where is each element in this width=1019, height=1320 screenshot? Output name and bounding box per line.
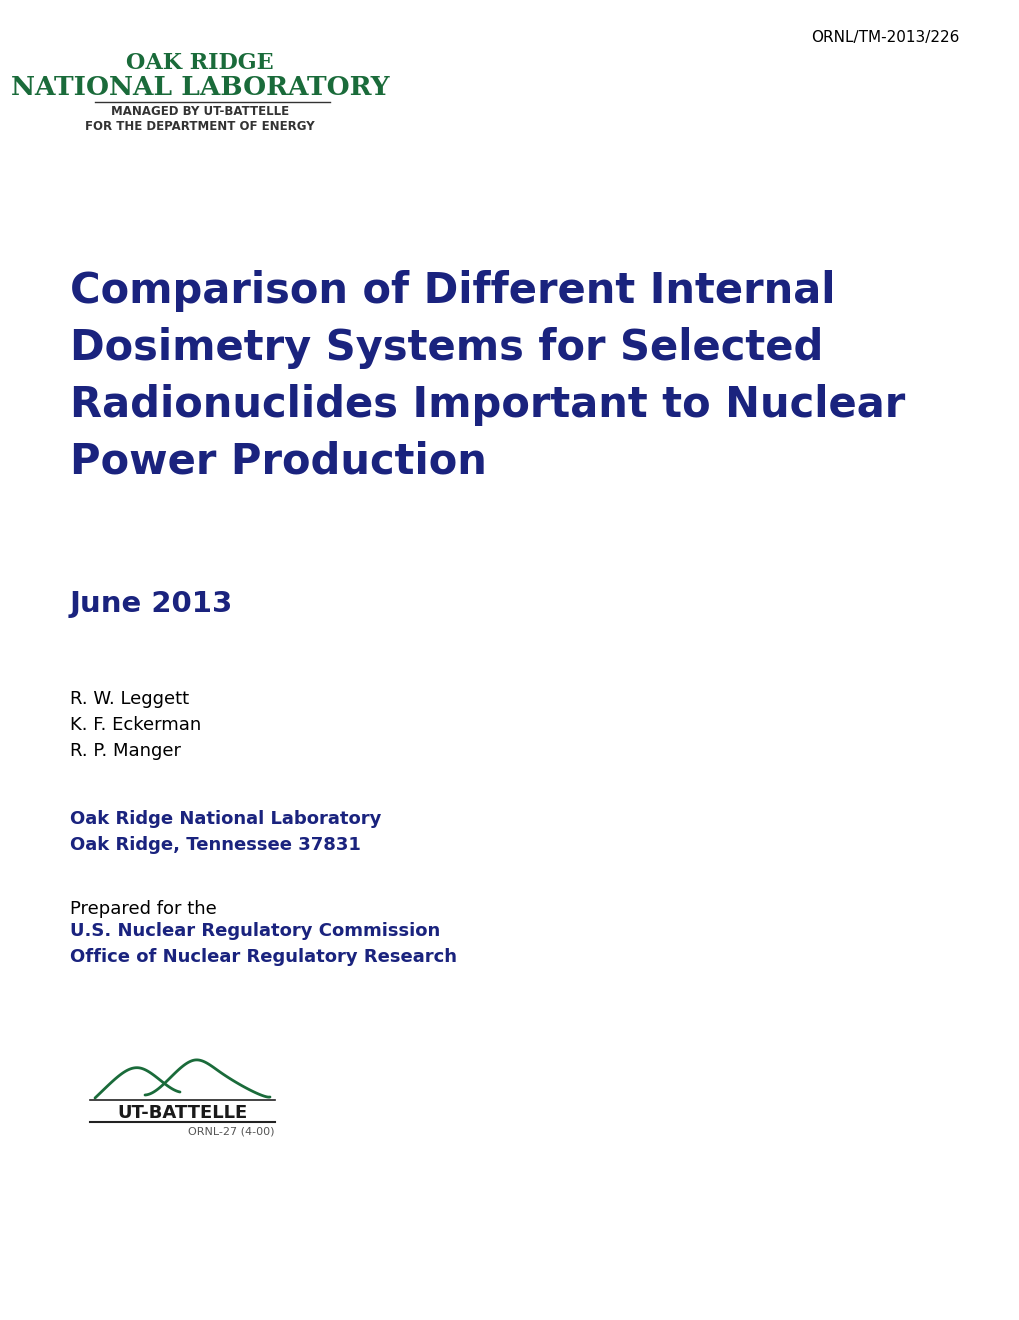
Text: June 2013: June 2013: [70, 590, 233, 618]
Text: OAK RIDGE: OAK RIDGE: [126, 51, 273, 74]
Text: Oak Ridge National Laboratory: Oak Ridge National Laboratory: [70, 810, 381, 828]
Text: K. F. Eckerman: K. F. Eckerman: [70, 715, 201, 734]
Text: NATIONAL LABORATORY: NATIONAL LABORATORY: [11, 75, 389, 100]
Text: R. W. Leggett: R. W. Leggett: [70, 690, 189, 708]
Text: U.S. Nuclear Regulatory Commission: U.S. Nuclear Regulatory Commission: [70, 921, 440, 940]
Text: UT-BATTELLE: UT-BATTELLE: [118, 1104, 248, 1122]
Text: Prepared for the: Prepared for the: [70, 900, 217, 917]
Text: Comparison of Different Internal: Comparison of Different Internal: [70, 271, 835, 312]
Text: FOR THE DEPARTMENT OF ENERGY: FOR THE DEPARTMENT OF ENERGY: [86, 120, 315, 133]
Text: Oak Ridge, Tennessee 37831: Oak Ridge, Tennessee 37831: [70, 836, 361, 854]
Text: R. P. Manger: R. P. Manger: [70, 742, 180, 760]
Text: Dosimetry Systems for Selected: Dosimetry Systems for Selected: [70, 327, 822, 370]
Text: Power Production: Power Production: [70, 441, 486, 483]
Text: Office of Nuclear Regulatory Research: Office of Nuclear Regulatory Research: [70, 948, 457, 966]
Text: ORNL/TM-2013/226: ORNL/TM-2013/226: [811, 30, 959, 45]
Text: ORNL-27 (4-00): ORNL-27 (4-00): [189, 1126, 275, 1137]
Text: Radionuclides Important to Nuclear: Radionuclides Important to Nuclear: [70, 384, 905, 426]
Text: MANAGED BY UT-BATTELLE: MANAGED BY UT-BATTELLE: [111, 106, 288, 117]
